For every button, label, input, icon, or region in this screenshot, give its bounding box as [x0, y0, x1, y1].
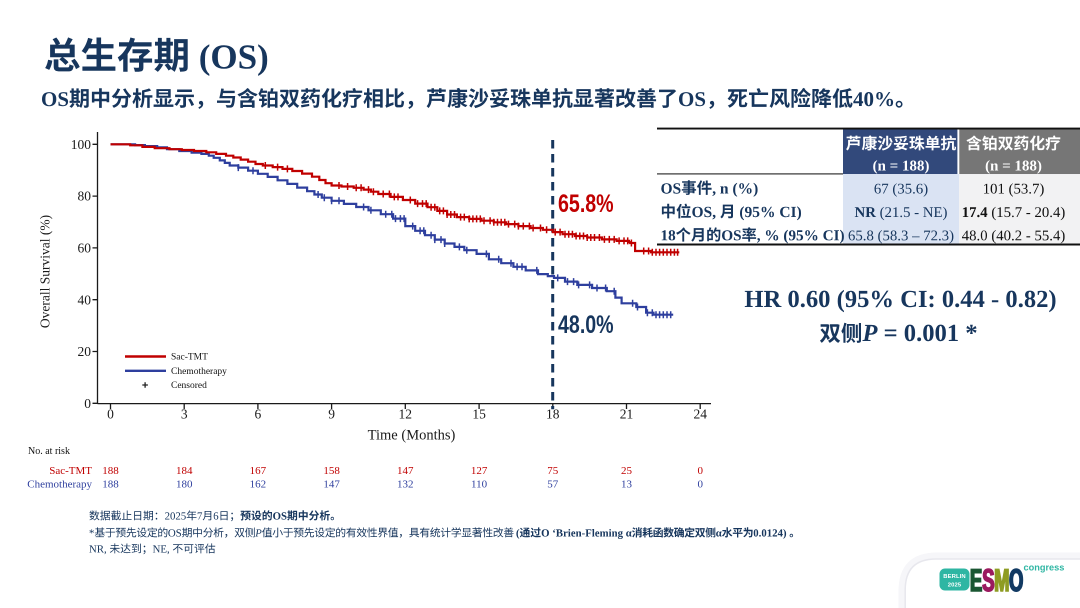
svg-text:147: 147: [323, 479, 340, 491]
svg-text:20: 20: [78, 344, 92, 359]
svg-text:9: 9: [328, 407, 335, 422]
svg-text:13: 13: [621, 479, 633, 491]
svg-text:Chemotherapy: Chemotherapy: [27, 479, 92, 491]
svg-text:No. at risk: No. at risk: [28, 446, 70, 457]
svg-text:Sac-TMT: Sac-TMT: [49, 465, 92, 477]
svg-text:0: 0: [84, 396, 91, 411]
svg-text:132: 132: [397, 479, 414, 491]
svg-text:15: 15: [472, 407, 486, 422]
svg-text:57: 57: [547, 479, 559, 491]
svg-text:75: 75: [547, 465, 559, 477]
svg-text:167: 167: [250, 465, 267, 477]
svg-text:Censored: Censored: [171, 381, 207, 391]
svg-text:180: 180: [176, 479, 193, 491]
svg-text:158: 158: [323, 465, 340, 477]
svg-text:80: 80: [78, 189, 92, 204]
svg-text:2025: 2025: [948, 583, 962, 589]
svg-text:65.8%: 65.8%: [558, 190, 614, 218]
svg-text:Overall Survival (%): Overall Survival (%): [38, 215, 53, 328]
svg-text:12: 12: [399, 407, 413, 422]
svg-text:40: 40: [78, 292, 92, 307]
svg-text:147: 147: [397, 465, 414, 477]
svg-text:6: 6: [255, 407, 262, 422]
svg-text:110: 110: [471, 479, 488, 491]
svg-text:25: 25: [621, 465, 633, 477]
svg-text:21: 21: [620, 407, 634, 422]
svg-text:188: 188: [102, 479, 119, 491]
svg-text:127: 127: [471, 465, 488, 477]
svg-text:24: 24: [693, 407, 707, 422]
svg-text:188: 188: [102, 465, 119, 477]
svg-text:162: 162: [250, 479, 267, 491]
svg-text:184: 184: [176, 465, 193, 477]
svg-text:48.0%: 48.0%: [558, 311, 614, 339]
svg-text:18: 18: [546, 407, 560, 422]
svg-text:100: 100: [71, 137, 92, 152]
svg-text:Time (Months): Time (Months): [368, 428, 456, 444]
svg-text:3: 3: [181, 407, 188, 422]
svg-text:0: 0: [697, 479, 703, 491]
svg-text:Sac-TMT: Sac-TMT: [171, 353, 208, 363]
svg-text:congress: congress: [1024, 563, 1065, 573]
svg-text:0: 0: [697, 465, 703, 477]
svg-text:Chemotherapy: Chemotherapy: [171, 367, 227, 377]
svg-text:60: 60: [78, 241, 92, 256]
svg-text:BERLIN: BERLIN: [943, 574, 966, 580]
svg-text:0: 0: [107, 407, 114, 422]
